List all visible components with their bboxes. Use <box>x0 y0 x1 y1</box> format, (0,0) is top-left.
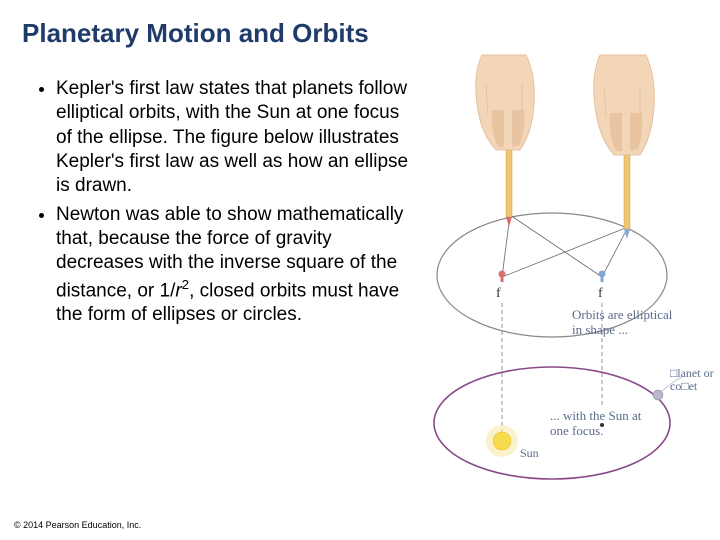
focus-label-left: f <box>496 286 501 301</box>
hand-right <box>594 55 655 239</box>
bullet-1: Kepler's first law states that planets f… <box>56 77 412 199</box>
slide-title: Planetary Motion and Orbits <box>22 18 720 49</box>
legend-l1: □lanet or <box>670 366 714 380</box>
annotation-elliptical-l1: Orbits are elliptical <box>572 307 673 322</box>
focus-label-right: f <box>598 286 603 301</box>
bullet-2: Newton was able to show mathematically t… <box>56 203 412 328</box>
bullet-2-exp: 2 <box>182 277 189 292</box>
focus-tack-right <box>599 271 606 283</box>
sun <box>486 425 518 457</box>
hand-left <box>476 55 535 227</box>
annotation-focus-l1: ... with the Sun at <box>550 408 642 423</box>
kepler-figure: f f <box>412 55 712 495</box>
focus-tack-left <box>499 271 506 283</box>
bullet-list: Kepler's first law states that planets f… <box>22 77 422 331</box>
annotation-focus-l2: one focus. <box>550 423 603 438</box>
annotation-elliptical-l2: in shape ... <box>572 322 628 337</box>
legend-l2: co□et <box>670 379 698 393</box>
sun-label: Sun <box>520 446 539 460</box>
copyright-text: © 2014 Pearson Education, Inc. <box>14 520 141 530</box>
string-lines <box>502 215 628 277</box>
